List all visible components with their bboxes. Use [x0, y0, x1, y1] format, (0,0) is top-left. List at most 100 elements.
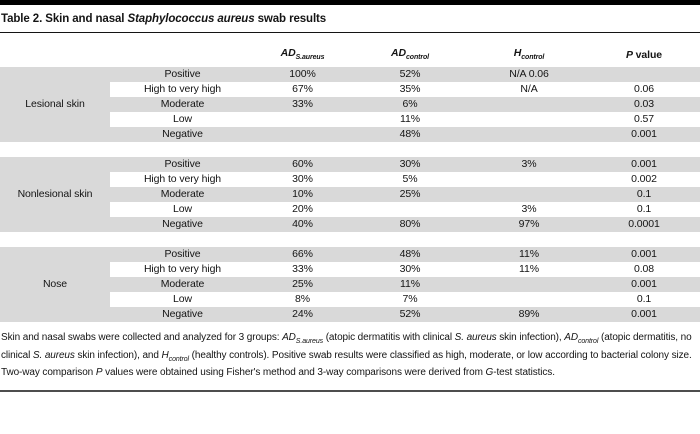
cell-p-value: 0.0001	[588, 217, 700, 232]
table-row: Nose Positive 66% 48% 11% 0.001	[0, 247, 700, 322]
cell-ad-saureus: 8%	[255, 292, 350, 307]
row-category: Low	[110, 202, 255, 217]
cell-ad-control: 48%	[350, 247, 470, 262]
cell-ad-saureus: 10%	[255, 187, 350, 202]
cell-ad-control: 5%	[350, 172, 470, 187]
header-h-control-base: H	[513, 46, 522, 59]
table-row: Nonlesional skin Positive 60% 30% 3% 0.001	[0, 157, 700, 232]
text-segment: AD	[564, 332, 578, 343]
cell-ad-saureus: 67%	[255, 82, 350, 97]
cell-p-value: 0.001	[588, 247, 700, 262]
cell-p-value: 0.06	[588, 82, 700, 97]
text-segment: Skin and nasal swabs were collected and …	[1, 332, 283, 343]
table-row: Low 8% 7% 0.1	[0, 292, 700, 307]
cell-p-value: 0.002	[588, 172, 700, 187]
section-label: Nonlesional skin	[0, 157, 110, 232]
cell-ad-control: 30%	[350, 157, 470, 172]
section-label: Nose	[0, 247, 110, 322]
cell-h-control: N/A	[470, 82, 588, 97]
header-p-value-base: P	[625, 49, 633, 61]
table-body: Lesional skin Positive 100% 52% N/A 0.06 High…	[0, 67, 700, 322]
header-row: ADS.aureus ADcontrol Hcontrol P value	[0, 33, 700, 67]
row-category: High to very high	[110, 172, 255, 187]
header-p-value: P value	[588, 33, 700, 67]
table-row: Low 11% 0.57	[0, 112, 700, 127]
row-category: Positive	[110, 67, 255, 82]
text-segment: (healthy controls). Positive swab result…	[1, 349, 692, 379]
header-empty-category	[110, 33, 255, 67]
text-segment: skin infection), and	[74, 349, 162, 361]
cell-p-value: 0.03	[588, 97, 700, 112]
cell-ad-saureus	[255, 127, 350, 142]
cell-p-value	[588, 67, 700, 82]
table-row: Negative 48% 0.001	[0, 127, 700, 142]
cell-h-control: 89%	[470, 307, 588, 322]
cell-ad-control: 25%	[350, 187, 470, 202]
cell-ad-control: 80%	[350, 217, 470, 232]
section-gap	[0, 232, 700, 247]
cell-ad-control: 48%	[350, 127, 470, 142]
cell-ad-control: 11%	[350, 112, 470, 127]
row-category: Positive	[110, 247, 255, 262]
cell-ad-saureus: 33%	[255, 262, 350, 277]
text-segment: G	[485, 367, 494, 378]
text-segment: S. aureus	[454, 332, 497, 343]
header-p-value-rest: value	[632, 49, 663, 61]
text-segment: skin infection),	[496, 332, 565, 343]
cell-p-value: 0.1	[588, 187, 700, 202]
text-segment: swab results	[254, 13, 327, 25]
table-footnote: Skin and nasal swabs were collected and …	[0, 322, 700, 380]
row-category: Negative	[110, 307, 255, 322]
table-row: Lesional skin Positive 100% 52% N/A 0.06	[0, 67, 700, 142]
cell-ad-control: 30%	[350, 262, 470, 277]
text-segment: Table 2. Skin and nasal	[1, 13, 128, 25]
cell-h-control	[470, 172, 588, 187]
cell-ad-saureus: 24%	[255, 307, 350, 322]
text-segment: S.aureus	[295, 338, 324, 345]
header-ad-saureus-subscript: S.aureus	[295, 54, 325, 61]
header-ad-control: ADcontrol	[350, 33, 470, 67]
text-segment: control	[168, 355, 189, 363]
cell-ad-control: 6%	[350, 97, 470, 112]
table-row: Low 20% 3% 0.1	[0, 202, 700, 217]
table-row: High to very high 33% 30% 11% 0.08	[0, 262, 700, 277]
row-category: Negative	[110, 217, 255, 232]
cell-ad-saureus: 60%	[255, 157, 350, 172]
table-row: Moderate 33% 6% 0.03	[0, 97, 700, 112]
cell-h-control	[470, 127, 588, 142]
cell-p-value: 0.001	[588, 307, 700, 322]
table-row: High to very high 30% 5% 0.002	[0, 172, 700, 187]
text-segment: (atopic dermatitis, no clinical	[1, 332, 692, 361]
cell-ad-saureus: 25%	[255, 277, 350, 292]
text-segment: Staphylococcus aureus	[127, 13, 255, 25]
cell-ad-control: 35%	[350, 82, 470, 97]
row-category: Low	[110, 112, 255, 127]
row-category: Moderate	[110, 97, 255, 112]
text-segment: -test statistics.	[493, 367, 555, 378]
row-category: High to very high	[110, 262, 255, 277]
cell-p-value: 0.001	[588, 127, 700, 142]
cell-ad-saureus: 100%	[255, 67, 350, 82]
row-category: Moderate	[110, 187, 255, 202]
swab-results-table: ADS.aureus ADcontrol Hcontrol P value Le…	[0, 33, 700, 322]
table-title: Table 2. Skin and nasal Staphylococcus a…	[0, 5, 700, 33]
header-ad-saureus: ADS.aureus	[255, 33, 350, 67]
cell-p-value: 0.57	[588, 112, 700, 127]
cell-h-control	[470, 97, 588, 112]
cell-ad-saureus: 30%	[255, 172, 350, 187]
cell-h-control: N/A 0.06	[470, 67, 588, 82]
text-segment: AD	[282, 332, 296, 343]
table-row: Moderate 10% 25% 0.1	[0, 187, 700, 202]
header-h-control-subscript: control	[521, 54, 545, 61]
header-empty-group	[0, 33, 110, 67]
cell-p-value: 0.08	[588, 262, 700, 277]
cell-h-control	[470, 277, 588, 292]
cell-h-control	[470, 292, 588, 307]
section-label: Lesional skin	[0, 67, 110, 142]
row-category: Negative	[110, 127, 255, 142]
cell-p-value: 0.1	[588, 292, 700, 307]
bottom-rule	[0, 389, 700, 392]
cell-ad-saureus: 33%	[255, 97, 350, 112]
header-h-control: Hcontrol	[470, 33, 588, 67]
